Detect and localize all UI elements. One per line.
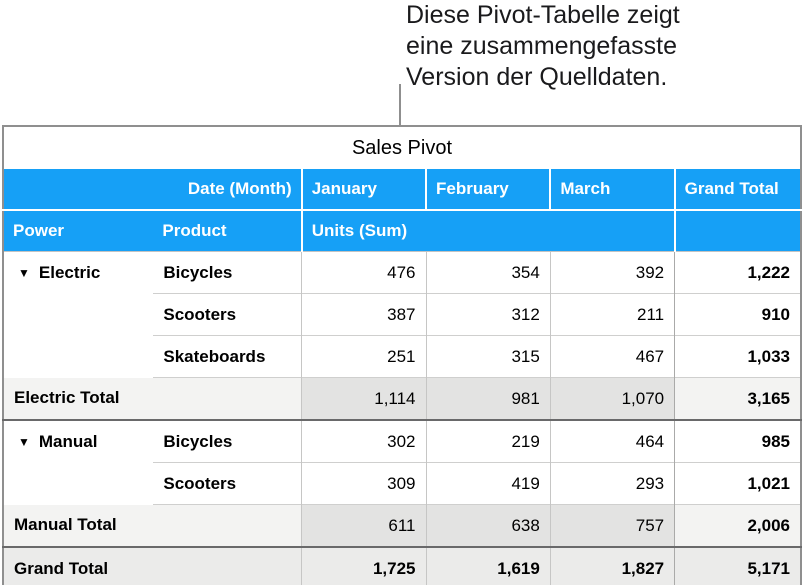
group-label: Manual xyxy=(38,432,98,451)
row-total-cell[interactable]: 1,222 xyxy=(674,251,801,294)
group-grand-total-cell[interactable]: 2,006 xyxy=(674,504,801,547)
value-cell[interactable]: 211 xyxy=(549,293,675,336)
grand-total-label[interactable]: Grand Total xyxy=(3,546,302,585)
group-label: Electric xyxy=(38,263,101,282)
group-total-label[interactable]: Manual Total xyxy=(3,504,154,547)
grand-total-row: Grand Total 1,725 1,619 1,827 5,171 xyxy=(3,546,801,585)
row-total-cell[interactable]: 1,021 xyxy=(674,462,801,505)
column-header-date-month[interactable]: Date (Month) xyxy=(3,169,302,211)
product-cell[interactable]: Skateboards xyxy=(153,335,302,378)
header-row-fields: Power Product Units (Sum) xyxy=(3,210,801,252)
value-cell[interactable]: 419 xyxy=(425,462,551,505)
group-cell-manual[interactable]: ▼ Manual xyxy=(3,419,154,505)
row-header-power[interactable]: Power xyxy=(3,210,154,252)
value-cell[interactable]: 293 xyxy=(549,462,675,505)
disclosure-triangle-icon[interactable]: ▼ xyxy=(18,435,30,449)
grand-total-cell[interactable]: 1,725 xyxy=(301,546,427,585)
group-total-cell[interactable]: 1,070 xyxy=(549,377,675,420)
title-row: Sales Pivot xyxy=(3,126,801,169)
group-total-cell[interactable]: 611 xyxy=(301,504,427,547)
row-header-product[interactable]: Product xyxy=(153,210,302,252)
value-cell[interactable]: 315 xyxy=(425,335,551,378)
callout-connector-line xyxy=(399,84,401,127)
callout-line-1: Diese Pivot-Tabelle zeigt xyxy=(406,1,680,29)
table-row: Scooters 309 419 293 1,021 xyxy=(3,462,801,505)
value-cell[interactable]: 387 xyxy=(301,293,427,336)
column-header-grand-total[interactable]: Grand Total xyxy=(673,169,801,211)
table-row: Scooters 387 312 211 910 xyxy=(3,293,801,336)
grand-total-cell[interactable]: 1,827 xyxy=(549,546,675,585)
callout-line-2: eine zusammengefasste xyxy=(406,32,677,60)
value-cell[interactable]: 476 xyxy=(301,251,427,294)
row-total-cell[interactable]: 1,033 xyxy=(674,335,801,378)
group-total-row: Manual Total 611 638 757 2,006 xyxy=(3,504,801,547)
row-total-cell[interactable]: 985 xyxy=(674,419,801,463)
header-empty-cell[interactable] xyxy=(673,210,801,252)
column-header-january[interactable]: January xyxy=(300,169,427,211)
value-cell[interactable]: 467 xyxy=(549,335,675,378)
product-cell[interactable]: Bicycles xyxy=(153,251,302,294)
group-total-cell[interactable]: 1,114 xyxy=(301,377,427,420)
value-cell[interactable]: 251 xyxy=(301,335,427,378)
group-total-cell[interactable]: 981 xyxy=(425,377,551,420)
table-row: Skateboards 251 315 467 1,033 xyxy=(3,335,801,378)
grand-total-cell[interactable]: 1,619 xyxy=(425,546,551,585)
column-header-february[interactable]: February xyxy=(425,169,551,211)
group-total-label[interactable]: Electric Total xyxy=(3,377,154,420)
value-cell[interactable]: 392 xyxy=(549,251,675,294)
value-cell[interactable]: 309 xyxy=(301,462,427,505)
group-total-cell[interactable]: 638 xyxy=(425,504,551,547)
product-cell[interactable]: Scooters xyxy=(153,462,302,505)
value-cell[interactable]: 354 xyxy=(425,251,551,294)
product-cell[interactable]: Scooters xyxy=(153,293,302,336)
value-header-units-sum[interactable]: Units (Sum) xyxy=(300,210,675,252)
header-row-months: Date (Month) January February March Gran… xyxy=(3,169,801,211)
group-cell-electric[interactable]: ▼ Electric xyxy=(3,251,154,378)
value-cell[interactable]: 219 xyxy=(425,419,551,463)
value-cell[interactable]: 302 xyxy=(301,419,427,463)
group-grand-total-cell[interactable]: 3,165 xyxy=(674,377,801,420)
group-total-row: Electric Total 1,114 981 1,070 3,165 xyxy=(3,377,801,420)
callout-text: Diese Pivot-Tabelle zeigt eine zusammeng… xyxy=(406,0,680,93)
group-total-cell[interactable]: 757 xyxy=(549,504,675,547)
table-title: Sales Pivot xyxy=(351,136,453,159)
column-header-march[interactable]: March xyxy=(549,169,675,211)
product-cell[interactable]: Bicycles xyxy=(153,419,302,463)
table-row: ▼ Manual Bicycles 302 219 464 985 xyxy=(3,419,801,505)
table-row: ▼ Electric Bicycles 476 354 392 1,222 xyxy=(3,251,801,378)
grand-total-cell[interactable]: 5,171 xyxy=(674,546,801,585)
pivot-table: Sales Pivot Date (Month) January Februar… xyxy=(2,125,802,585)
group-total-filler[interactable] xyxy=(153,377,302,420)
value-cell[interactable]: 312 xyxy=(425,293,551,336)
callout-line-3: Version der Quelldaten. xyxy=(406,63,668,91)
value-cell[interactable]: 464 xyxy=(549,419,675,463)
disclosure-triangle-icon[interactable]: ▼ xyxy=(18,266,30,280)
group-total-filler[interactable] xyxy=(153,504,302,547)
row-total-cell[interactable]: 910 xyxy=(674,293,801,336)
